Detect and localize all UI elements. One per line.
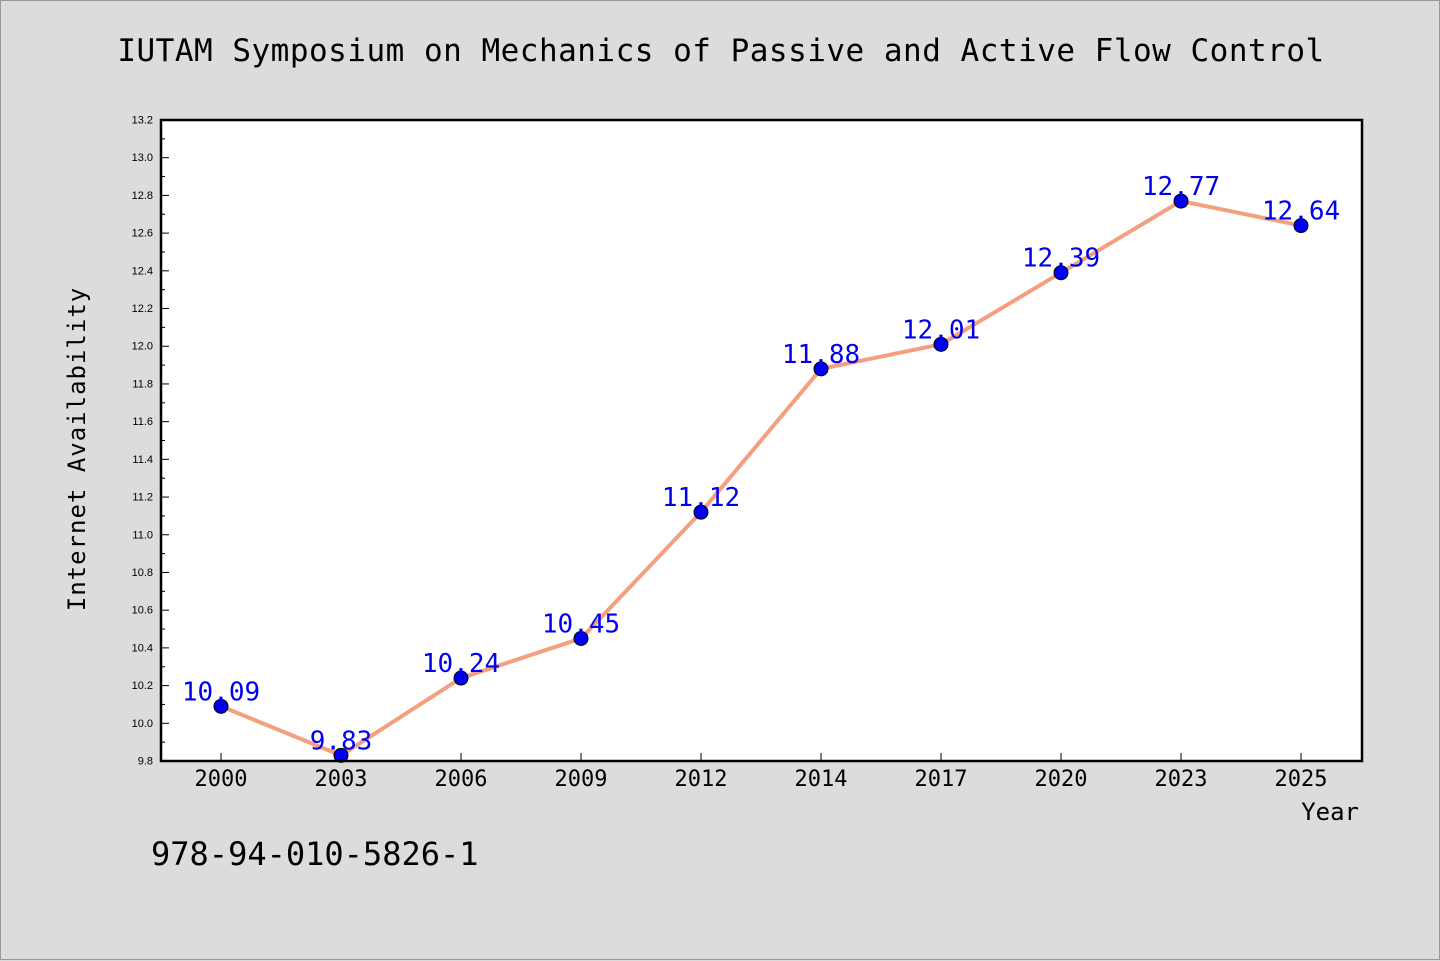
data-point bbox=[693, 504, 709, 520]
data-point bbox=[453, 670, 469, 686]
y-tick-label: 12.8 bbox=[132, 190, 153, 202]
data-point bbox=[813, 361, 829, 377]
data-point bbox=[1173, 193, 1189, 209]
y-tick-label: 12.6 bbox=[132, 228, 153, 240]
x-tick-label: 2000 bbox=[195, 767, 248, 792]
y-tick-label: 10.2 bbox=[132, 680, 153, 692]
y-tick-label: 11.6 bbox=[132, 416, 153, 428]
x-tick-label: 2009 bbox=[555, 767, 608, 792]
data-label: 10.45 bbox=[542, 609, 620, 639]
data-label: 12.01 bbox=[902, 315, 980, 345]
data-label: 11.88 bbox=[782, 340, 860, 370]
data-point bbox=[1053, 265, 1069, 281]
y-tick-label: 13.0 bbox=[132, 152, 153, 164]
y-tick-label: 13.2 bbox=[132, 115, 153, 127]
data-label: 10.09 bbox=[182, 677, 260, 707]
chart-title: IUTAM Symposium on Mechanics of Passive … bbox=[117, 33, 1325, 69]
y-tick-label: 10.4 bbox=[132, 642, 153, 654]
data-point bbox=[933, 336, 949, 352]
y-tick-label: 10.6 bbox=[132, 605, 153, 617]
data-label: 9.83 bbox=[310, 726, 373, 756]
data-point bbox=[573, 630, 589, 646]
y-tick-label: 12.4 bbox=[132, 265, 153, 277]
y-tick-label: 12.0 bbox=[132, 341, 153, 353]
data-point bbox=[213, 698, 229, 714]
x-tick-label: 2003 bbox=[315, 767, 368, 792]
x-axis-label: Year bbox=[1301, 798, 1359, 826]
x-tick-label: 2014 bbox=[795, 767, 848, 792]
data-label: 12.77 bbox=[1142, 172, 1220, 202]
data-label: 12.39 bbox=[1022, 244, 1100, 274]
y-tick-label: 9.8 bbox=[138, 756, 153, 768]
y-tick-label: 11.0 bbox=[132, 529, 153, 541]
data-point bbox=[333, 747, 349, 763]
y-tick-label: 11.4 bbox=[132, 454, 153, 466]
footnote-isbn: 978-94-010-5826-1 bbox=[151, 835, 479, 873]
data-point bbox=[1293, 218, 1309, 234]
y-tick-label: 11.2 bbox=[132, 492, 153, 504]
y-tick-label: 10.8 bbox=[132, 567, 153, 579]
x-tick-label: 2012 bbox=[675, 767, 728, 792]
x-tick-label: 2025 bbox=[1275, 767, 1328, 792]
y-tick-label: 12.2 bbox=[132, 303, 153, 315]
plot-frame bbox=[159, 118, 1364, 763]
x-tick-label: 2017 bbox=[915, 767, 968, 792]
data-label: 10.24 bbox=[422, 649, 500, 679]
x-tick-label: 2023 bbox=[1155, 767, 1208, 792]
x-tick-label: 2020 bbox=[1035, 767, 1088, 792]
y-tick-label: 10.0 bbox=[132, 718, 153, 730]
data-label: 12.64 bbox=[1262, 197, 1340, 227]
y-tick-label: 11.8 bbox=[132, 378, 153, 390]
series-line bbox=[219, 199, 1303, 758]
data-label: 11.12 bbox=[662, 483, 740, 513]
x-tick-label: 2006 bbox=[435, 767, 488, 792]
